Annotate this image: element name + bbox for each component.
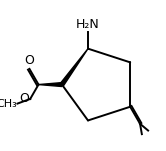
Polygon shape [39, 83, 62, 87]
Text: O: O [20, 92, 29, 105]
Polygon shape [60, 49, 88, 86]
Text: H₂N: H₂N [76, 18, 100, 31]
Text: O: O [24, 54, 34, 67]
Text: CH₃: CH₃ [0, 99, 17, 109]
